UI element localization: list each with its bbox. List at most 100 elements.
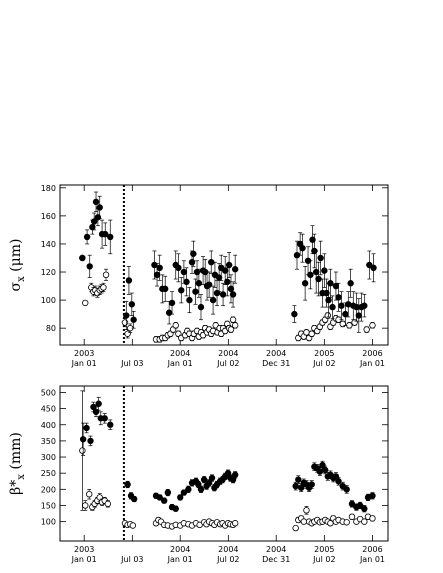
data-point-filled xyxy=(87,437,94,445)
data-point-open xyxy=(348,513,356,520)
data-point-filled xyxy=(197,486,205,493)
data-point-open xyxy=(369,515,376,522)
y-axis-label: σx (μm) xyxy=(8,239,27,292)
data-point-filled xyxy=(172,505,179,512)
x-tick-year: 2004 xyxy=(170,545,190,554)
data-point-filled xyxy=(190,250,197,257)
data-point-filled xyxy=(323,289,330,297)
x-tick-date: Jul 02 xyxy=(312,359,335,368)
data-point-filled xyxy=(221,267,229,274)
x-tick-date: Dec 31 xyxy=(262,555,290,564)
x-tick-year: 2004 xyxy=(170,349,190,358)
data-point-open xyxy=(100,284,107,291)
x-tick-year: 2004 xyxy=(218,545,238,554)
x-tick-date: Dec 31 xyxy=(262,359,290,368)
data-point-filled xyxy=(342,310,349,318)
data-point-filled xyxy=(369,492,376,499)
data-point-filled xyxy=(316,468,324,475)
y-tick-label: 450 xyxy=(41,405,56,414)
data-point-open xyxy=(124,330,131,337)
plot-frame xyxy=(59,385,389,542)
data-point-filled xyxy=(327,280,334,287)
y-tick-label: 500 xyxy=(41,388,56,397)
x-tick-date: Jul 02 xyxy=(216,359,239,368)
data-point-filled xyxy=(130,495,138,503)
data-point-filled xyxy=(95,400,102,407)
data-point-filled xyxy=(107,421,114,428)
data-point-filled xyxy=(297,484,305,491)
data-point-filled xyxy=(165,309,173,316)
data-point-filled xyxy=(307,271,314,279)
data-point-filled xyxy=(291,310,298,318)
data-point-filled xyxy=(231,471,239,479)
data-point-filled xyxy=(168,299,176,307)
data-point-open xyxy=(308,330,315,337)
data-point-open xyxy=(85,490,93,498)
data-point-filled xyxy=(321,466,329,474)
data-point-filled xyxy=(301,280,309,287)
data-point-filled xyxy=(83,424,90,432)
data-point-filled xyxy=(83,233,91,241)
data-point-open xyxy=(102,271,110,279)
data-point-filled xyxy=(177,494,184,501)
data-point-filled xyxy=(162,285,169,293)
data-point-filled xyxy=(79,436,87,443)
x-tick-date: Jul 03 xyxy=(120,359,143,368)
data-point-filled xyxy=(332,473,340,480)
data-point-filled xyxy=(361,505,368,512)
data-point-filled xyxy=(335,294,342,301)
y-tick-label: 160 xyxy=(41,212,56,221)
data-point-filled xyxy=(225,261,233,269)
y-axis-label: β*x (mm) xyxy=(8,432,27,495)
data-point-filled xyxy=(186,296,193,304)
x-tick-date: Jul 02 xyxy=(216,555,239,564)
data-point-open xyxy=(339,320,346,328)
data-point-filled xyxy=(86,263,93,270)
data-point-filled xyxy=(205,281,213,288)
data-point-filled xyxy=(370,264,377,272)
data-point-open xyxy=(369,322,376,329)
data-point-filled xyxy=(299,244,306,252)
data-point-filled xyxy=(200,476,208,483)
data-point-filled xyxy=(153,271,161,279)
x-tick-year: 2005 xyxy=(314,349,334,358)
y-tick-label: 100 xyxy=(41,296,56,305)
x-tick-date: Jan 01 xyxy=(71,555,97,564)
data-point-open xyxy=(121,319,129,326)
data-point-filled xyxy=(124,481,131,488)
data-point-filled xyxy=(308,481,315,488)
data-point-filled xyxy=(332,282,340,290)
data-point-filled xyxy=(319,461,326,469)
data-point-filled xyxy=(96,204,103,211)
data-point-open xyxy=(229,316,237,323)
data-point-filled xyxy=(101,415,108,422)
data-point-filled xyxy=(343,486,350,493)
data-point-open xyxy=(361,518,368,525)
data-point-filled xyxy=(215,274,223,281)
data-point-open xyxy=(227,326,235,333)
data-point-filled xyxy=(325,296,332,304)
data-point-filled xyxy=(219,291,227,298)
y-tick-label: 250 xyxy=(41,469,56,478)
data-point-filled xyxy=(195,280,203,287)
x-tick-year: 2006 xyxy=(362,545,382,554)
data-point-filled xyxy=(224,278,231,286)
data-point-open xyxy=(303,507,310,514)
data-point-filled xyxy=(317,254,324,262)
data-point-filled xyxy=(175,264,182,272)
data-point-open xyxy=(129,522,137,529)
y-tick-label: 200 xyxy=(41,485,56,494)
data-point-filled xyxy=(90,218,98,225)
data-point-open xyxy=(343,519,350,526)
data-point-open xyxy=(303,329,310,336)
x-tick-date: Jan 01 xyxy=(71,359,97,368)
data-point-filled xyxy=(164,489,172,496)
data-point-filled xyxy=(361,302,368,309)
data-point-filled xyxy=(209,296,217,304)
data-point-filled xyxy=(125,277,133,284)
data-point-filled xyxy=(335,478,342,485)
data-point-filled xyxy=(180,268,188,276)
data-point-open xyxy=(79,447,86,454)
data-point-filled xyxy=(151,261,158,269)
data-point-filled xyxy=(292,482,299,490)
